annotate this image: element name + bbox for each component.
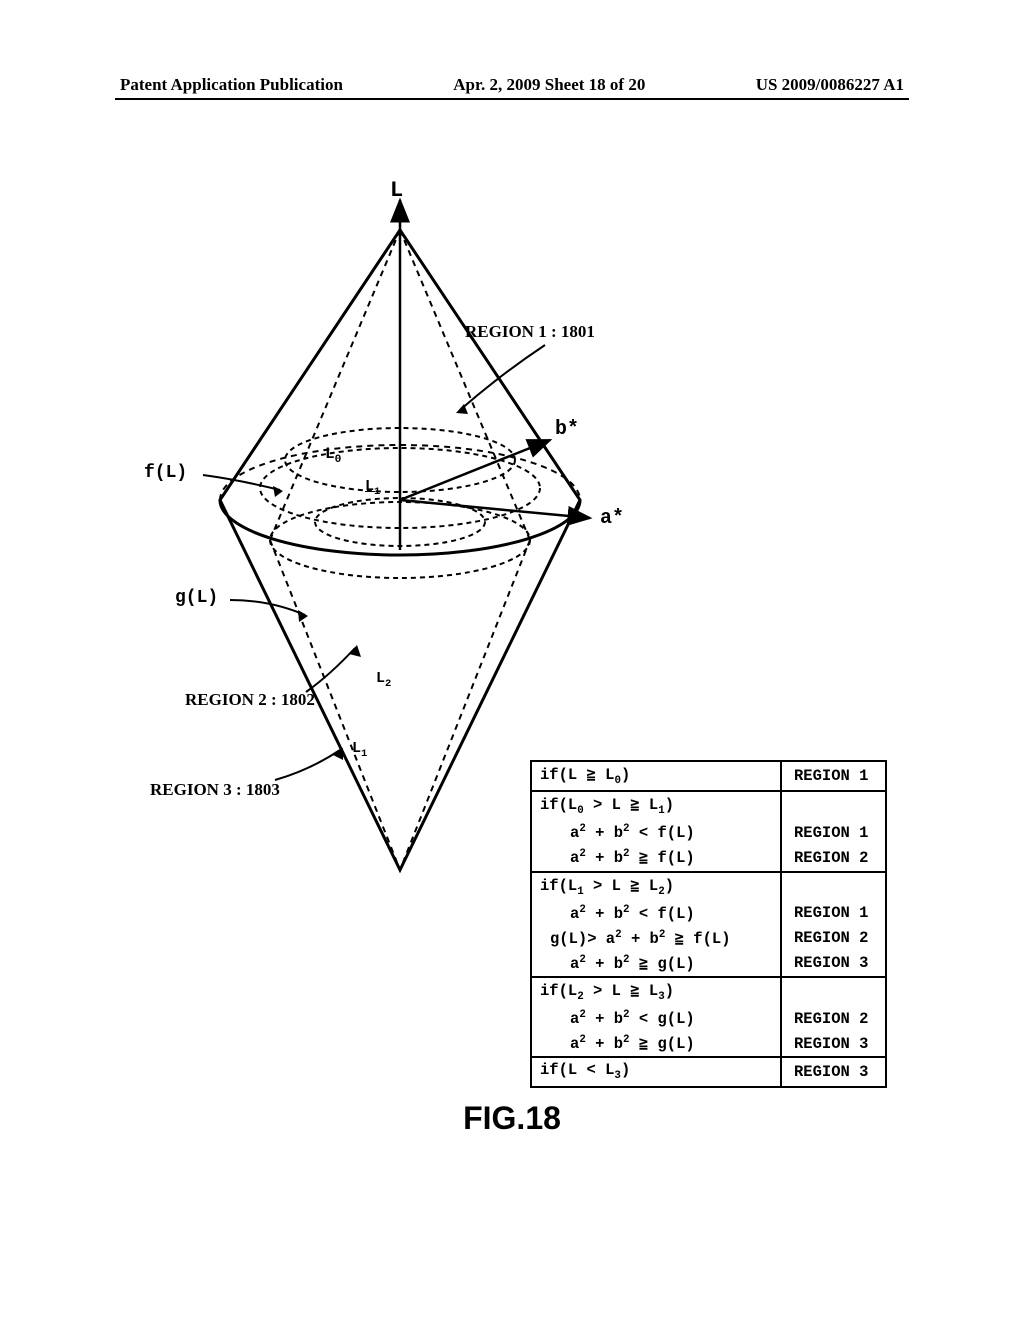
region-cell: REGION 3 [781, 1031, 886, 1057]
gL-label: g(L) [175, 588, 218, 608]
header-right: US 2009/0086227 A1 [756, 75, 904, 95]
axis-b-label: b* [555, 418, 579, 441]
header-center: Apr. 2, 2009 Sheet 18 of 20 [453, 75, 645, 95]
cond-cell: a2 + b2 < f(L) [531, 901, 781, 926]
region-cell: REGION 1 [781, 761, 886, 791]
L1-label: L1 [365, 478, 380, 498]
cond-cell: if(L < L3) [531, 1057, 781, 1086]
L2-label: L2 [376, 670, 391, 690]
table-row: a2 + b2 ≧ g(L) REGION 3 [531, 951, 886, 977]
region-cell [781, 977, 886, 1006]
region3-label: REGION 3 : 1803 [150, 780, 280, 800]
table-row: if(L2 > L ≧ L3) [531, 977, 886, 1006]
cond-cell: a2 + b2 ≧ g(L) [531, 951, 781, 977]
table-row: g(L)> a2 + b2 ≧ f(L) REGION 2 [531, 926, 886, 951]
table-row: if(L0 > L ≧ L1) [531, 791, 886, 820]
region-cell: REGION 2 [781, 845, 886, 871]
header-left: Patent Application Publication [120, 75, 343, 95]
region-cell [781, 872, 886, 901]
cond-cell: if(L2 > L ≧ L3) [531, 977, 781, 1006]
region-cell: REGION 2 [781, 1006, 886, 1031]
axis-a-label: a* [600, 507, 624, 530]
table-row: if(L ≧ L0) REGION 1 [531, 761, 886, 791]
region1-label: REGION 1 : 1801 [465, 322, 595, 342]
region-cell: REGION 2 [781, 926, 886, 951]
table-row: if(L1 > L ≧ L2) [531, 872, 886, 901]
conditions-table: if(L ≧ L0) REGION 1 if(L0 > L ≧ L1) a2 +… [530, 760, 887, 1088]
cond-cell: a2 + b2 < g(L) [531, 1006, 781, 1031]
axis-L-label: L [390, 178, 403, 203]
region-cell: REGION 3 [781, 951, 886, 977]
cond-cell: a2 + b2 ≧ f(L) [531, 845, 781, 871]
L1b-label: L1 [352, 740, 367, 760]
table-row: a2 + b2 < f(L) REGION 1 [531, 820, 886, 845]
cond-cell: g(L)> a2 + b2 ≧ f(L) [531, 926, 781, 951]
cond-cell: a2 + b2 < f(L) [531, 820, 781, 845]
region-cell: REGION 1 [781, 820, 886, 845]
cond-cell: if(L0 > L ≧ L1) [531, 791, 781, 820]
table-row: a2 + b2 ≧ f(L) REGION 2 [531, 845, 886, 871]
cond-cell: a2 + b2 ≧ g(L) [531, 1031, 781, 1057]
region-cell [781, 791, 886, 820]
page-header: Patent Application Publication Apr. 2, 2… [0, 75, 1024, 95]
figure-caption: FIG.18 [0, 1100, 1024, 1137]
table-row: a2 + b2 < f(L) REGION 1 [531, 901, 886, 926]
header-underline [115, 98, 909, 100]
table-row: if(L < L3) REGION 3 [531, 1057, 886, 1086]
table-row: a2 + b2 < g(L) REGION 2 [531, 1006, 886, 1031]
region-cell: REGION 1 [781, 901, 886, 926]
table-row: a2 + b2 ≧ g(L) REGION 3 [531, 1031, 886, 1057]
cond-cell: if(L ≧ L0) [531, 761, 781, 791]
region-cell: REGION 3 [781, 1057, 886, 1086]
fL-label: f(L) [144, 463, 187, 483]
region2-label: REGION 2 : 1802 [185, 690, 315, 710]
L0-label: L0 [325, 445, 341, 466]
cond-cell: if(L1 > L ≧ L2) [531, 872, 781, 901]
